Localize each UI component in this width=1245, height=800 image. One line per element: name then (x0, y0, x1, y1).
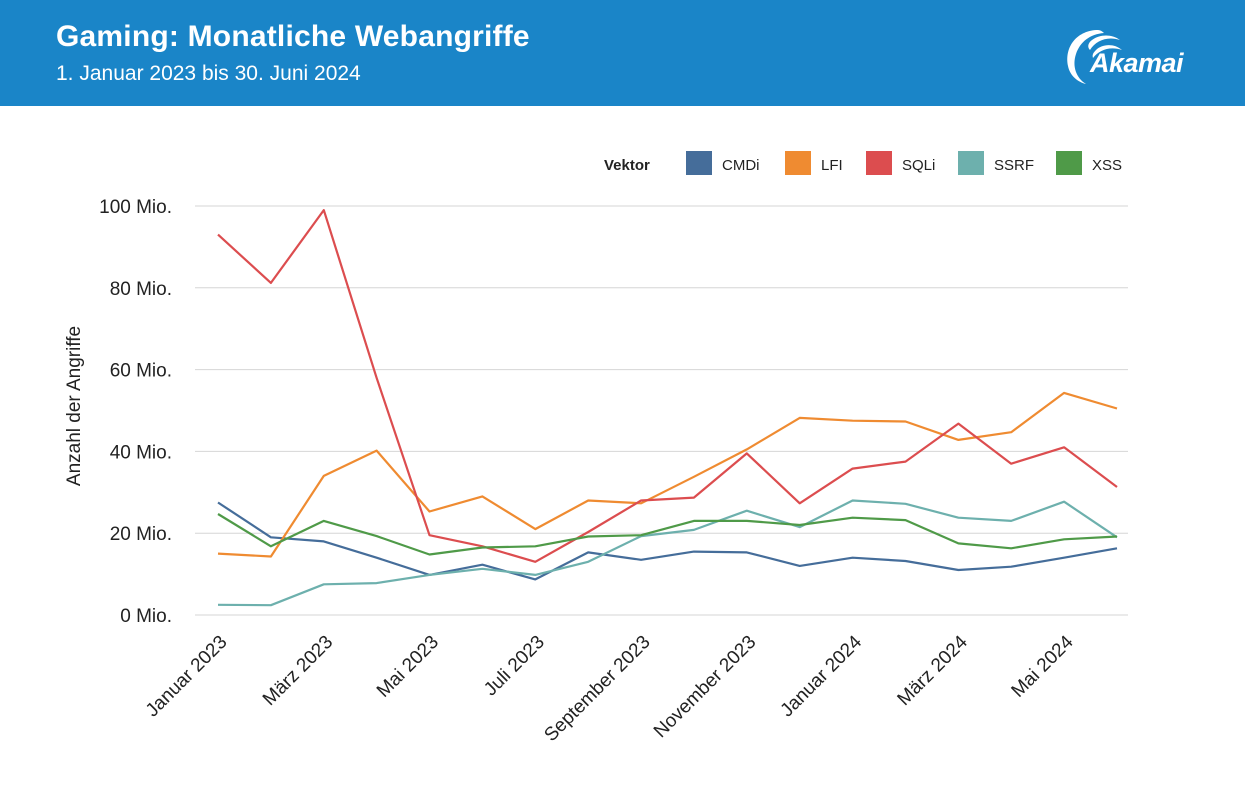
y-axis-label: Anzahl der Angriffe (64, 326, 85, 486)
chart-title: Gaming: Monatliche Webangriffe (56, 20, 530, 53)
legend-swatch (1056, 151, 1082, 175)
chart-subtitle: 1. Januar 2023 bis 30. Juni 2024 (56, 62, 361, 85)
x-tick-label: Mai 2024 (1008, 631, 1078, 701)
y-tick-label: 60 Mio. (110, 361, 172, 382)
akamai-logo: Akamai (1060, 24, 1210, 88)
series-line-lfi (217, 391, 1118, 558)
legend-item-cmdi: CMDi (686, 151, 760, 175)
legend-label: LFI (821, 157, 843, 174)
legend-item-sqli: SQLi (866, 151, 935, 175)
x-tick-label: September 2023 (540, 632, 654, 746)
legend-title: Vektor (604, 157, 650, 174)
y-tick-label: 40 Mio. (110, 442, 172, 463)
chart-header: Gaming: Monatliche Webangriffe 1. Januar… (0, 0, 1245, 106)
legend-swatch (866, 151, 892, 175)
series-lines (217, 208, 1118, 607)
legend-item-lfi: LFI (785, 151, 843, 175)
legend-label: XSS (1092, 157, 1122, 174)
x-axis-ticks: Januar 2023 März 2023 Mai 2023 Juli 2023Sep… (142, 631, 1078, 745)
legend-swatch (785, 151, 811, 175)
legend-swatch (958, 151, 984, 175)
x-tick-label: Januar 2024 (777, 631, 867, 721)
legend: Vektor CMDi LFI SQLi SSRF XSS (604, 151, 1122, 175)
y-axis-ticks: 0 Mio. 20 Mio. 40 Mio. 60 Mio. 80 Mio. 100 Mi… (99, 197, 172, 627)
x-tick-label: März 2024 (894, 631, 973, 710)
x-tick-label: Januar 2023 (142, 632, 232, 722)
legend-item-xss: XSS (1056, 151, 1122, 175)
series-line-xss (217, 513, 1118, 556)
akamai-wave-icon (1067, 30, 1122, 84)
line-chart: 0 Mio. 20 Mio. 40 Mio. 60 Mio. 80 Mio. 100 Mi… (64, 151, 1128, 746)
legend-label: SQLi (902, 157, 935, 174)
series-line-cmdi (217, 501, 1118, 581)
y-tick-label: 20 Mio. (110, 524, 172, 545)
legend-swatch (686, 151, 712, 175)
x-tick-label: November 2023 (650, 632, 760, 742)
y-tick-label: 100 Mio. (99, 197, 172, 218)
x-tick-label: März 2023 (259, 632, 337, 710)
legend-label: CMDi (722, 157, 760, 174)
grid-lines (195, 205, 1128, 616)
x-tick-label: Mai 2023 (373, 632, 443, 702)
legend-item-ssrf: SSRF (958, 151, 1034, 175)
y-tick-label: 0 Mio. (120, 606, 172, 627)
series-line-sqli (217, 208, 1118, 563)
series-line-ssrf (217, 499, 1118, 607)
x-tick-label: Juli 2023 (480, 632, 549, 701)
y-tick-label: 80 Mio. (110, 279, 172, 300)
akamai-logo-text: Akamai (1090, 48, 1184, 78)
legend-label: SSRF (994, 157, 1034, 174)
